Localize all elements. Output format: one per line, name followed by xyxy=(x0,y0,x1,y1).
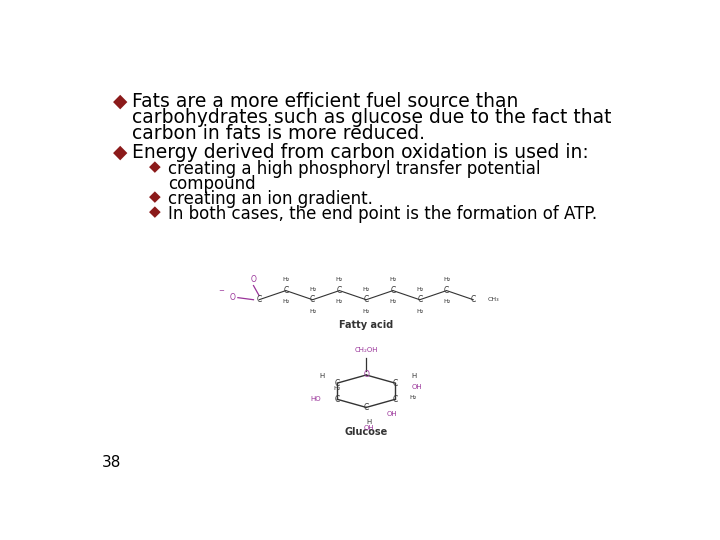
Text: 38: 38 xyxy=(102,455,122,470)
Text: H₂: H₂ xyxy=(282,277,289,282)
Text: In both cases, the end point is the formation of ATP.: In both cases, the end point is the form… xyxy=(168,205,598,222)
Text: O: O xyxy=(251,275,256,284)
Text: carbon in fats is more reduced.: carbon in fats is more reduced. xyxy=(132,124,425,143)
Text: C: C xyxy=(335,395,340,404)
Text: H₂: H₂ xyxy=(363,287,370,292)
Text: O: O xyxy=(364,370,369,380)
Text: H₂: H₂ xyxy=(409,395,416,400)
Text: H₂: H₂ xyxy=(282,299,289,304)
Text: ◆: ◆ xyxy=(148,190,161,205)
Text: C: C xyxy=(417,295,423,304)
Text: H₂: H₂ xyxy=(390,299,397,304)
Text: OH: OH xyxy=(412,384,423,390)
Text: H₂: H₂ xyxy=(390,277,397,282)
Text: ◆: ◆ xyxy=(114,143,128,161)
Text: ◆: ◆ xyxy=(148,160,161,174)
Text: creating a high phosphoryl transfer potential: creating a high phosphoryl transfer pote… xyxy=(168,160,541,178)
Text: C: C xyxy=(335,379,340,388)
Text: C: C xyxy=(364,403,369,412)
Text: C: C xyxy=(283,286,289,295)
Text: H₂: H₂ xyxy=(416,287,423,292)
Text: HO: HO xyxy=(310,396,320,402)
Text: H₂: H₂ xyxy=(336,299,343,304)
Text: C: C xyxy=(392,395,397,404)
Text: H₂: H₂ xyxy=(443,277,450,282)
Text: Energy derived from carbon oxidation is used in:: Energy derived from carbon oxidation is … xyxy=(132,143,589,161)
Text: C: C xyxy=(364,295,369,304)
Text: C: C xyxy=(471,295,476,304)
Text: CH₃: CH₃ xyxy=(488,297,500,302)
Text: creating an ion gradient.: creating an ion gradient. xyxy=(168,190,373,207)
Text: C: C xyxy=(310,295,315,304)
Text: H₂: H₂ xyxy=(363,309,370,314)
Text: CH₂OH: CH₂OH xyxy=(354,347,378,353)
Text: Glucose: Glucose xyxy=(345,427,388,437)
Text: H₂: H₂ xyxy=(333,386,341,391)
Text: −: − xyxy=(218,288,224,294)
Text: O: O xyxy=(230,293,235,302)
Text: compound: compound xyxy=(168,174,256,193)
Text: carbohydrates such as glucose due to the fact that: carbohydrates such as glucose due to the… xyxy=(132,108,611,127)
Text: H₂: H₂ xyxy=(309,287,316,292)
Text: H: H xyxy=(366,419,372,425)
Text: Fatty acid: Fatty acid xyxy=(339,320,393,330)
Text: C: C xyxy=(444,286,449,295)
Text: H₂: H₂ xyxy=(416,309,423,314)
Text: H: H xyxy=(319,373,324,379)
Text: C: C xyxy=(337,286,342,295)
Text: H₂: H₂ xyxy=(309,309,316,314)
Text: C: C xyxy=(390,286,395,295)
Text: ◆: ◆ xyxy=(148,205,161,219)
Text: Fats are a more efficient fuel source than: Fats are a more efficient fuel source th… xyxy=(132,92,518,111)
Text: ◆: ◆ xyxy=(114,92,128,111)
Text: H₂: H₂ xyxy=(336,277,343,282)
Text: C: C xyxy=(392,379,397,388)
Text: OH: OH xyxy=(387,411,397,417)
Text: H: H xyxy=(412,373,417,379)
Text: C: C xyxy=(256,295,261,304)
Text: OH: OH xyxy=(364,425,374,431)
Text: H₂: H₂ xyxy=(443,299,450,304)
